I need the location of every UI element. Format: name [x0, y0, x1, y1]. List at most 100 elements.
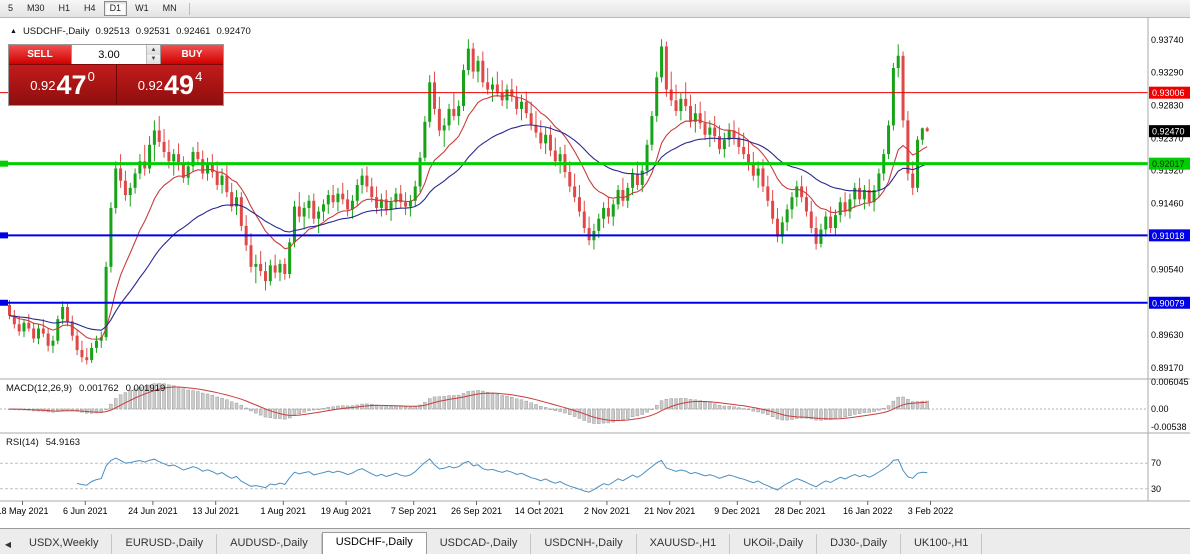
moving-average-13 — [9, 94, 928, 340]
candle-body — [626, 187, 630, 201]
tab-ukoil-daily[interactable]: UKOil-,Daily — [730, 534, 818, 554]
macd-histogram-bar — [819, 408, 823, 421]
line-left-marker[interactable] — [0, 160, 8, 167]
macd-histogram-bar — [857, 408, 862, 414]
tf-button-d1[interactable]: D1 — [103, 1, 128, 16]
macd-histogram-bar — [466, 391, 471, 410]
line-left-marker[interactable] — [0, 232, 8, 239]
price-tag — [1149, 229, 1190, 242]
tf-button-h4[interactable]: H4 — [84, 3, 96, 13]
candle-body — [466, 48, 470, 71]
macd-histogram-bar — [548, 408, 553, 410]
macd-histogram-bar — [896, 396, 900, 410]
tab-usdcnh-daily[interactable]: USDCNH-,Daily — [531, 534, 637, 554]
candle-body — [56, 319, 60, 341]
tab-eurusd-daily[interactable]: EURUSD-,Daily — [112, 534, 218, 554]
tab-usdchf-daily[interactable]: USDCHF-,Daily — [321, 532, 427, 554]
candle-body — [689, 106, 693, 122]
macd-histogram-bar — [316, 408, 321, 410]
macd-histogram-bar — [563, 408, 567, 414]
macd-histogram-bar — [273, 408, 277, 419]
rsi-panel-label: RSI(14) 54.9163 — [6, 437, 80, 448]
tf-button-m30[interactable]: M30 — [27, 3, 45, 13]
buy-button[interactable]: BUY — [161, 45, 223, 64]
candle-body — [172, 154, 176, 162]
candle-body — [167, 151, 171, 162]
macd-histogram-bar — [143, 386, 147, 410]
volume-input[interactable]: 3.00 — [98, 48, 120, 61]
tf-button-h1[interactable]: H1 — [58, 3, 71, 13]
sell-price-display[interactable]: 0.92 47 0 — [9, 65, 116, 105]
candle-body — [819, 229, 823, 244]
tab-xauusd-h1[interactable]: XAUUSD-,H1 — [637, 534, 731, 554]
tab-usdcad-daily[interactable]: USDCAD-,Daily — [427, 534, 532, 554]
macd-histogram-bar — [843, 408, 847, 418]
candle-body — [268, 265, 272, 282]
one-click-trading-widget: SELL 3.00 ▲ ▼ BUY 0.92 47 0 0.92 49 4 — [8, 44, 224, 106]
macd-histogram-bar — [249, 408, 253, 412]
tab-usdx-weekly[interactable]: USDX,Weekly — [16, 534, 113, 554]
candle-body — [8, 304, 11, 316]
candle-body — [437, 108, 441, 131]
tab-dj30-daily[interactable]: DJ30-,Daily — [817, 534, 901, 554]
candle-body — [365, 175, 369, 187]
line-left-marker[interactable] — [0, 299, 8, 306]
macd-histogram-bar — [882, 408, 886, 410]
candle-body — [597, 218, 601, 231]
volume-spinner: ▲ ▼ — [146, 45, 160, 64]
candle-body — [355, 184, 359, 201]
tf-button-w1[interactable]: W1 — [135, 3, 149, 13]
volume-field[interactable]: 3.00 ▲ ▼ — [71, 45, 161, 64]
macd-histogram-bar — [630, 408, 635, 418]
current-price-label: 0.92470 — [1152, 127, 1185, 137]
macd-histogram-bar — [263, 408, 268, 418]
candle-body — [606, 207, 610, 217]
macd-histogram-bar — [669, 398, 673, 410]
macd-histogram-bar — [717, 405, 722, 410]
macd-histogram-bar — [60, 408, 65, 411]
candle-body — [809, 211, 813, 229]
candle-body — [640, 170, 644, 185]
macd-histogram-bar — [442, 396, 446, 410]
candle-body — [718, 136, 722, 150]
macd-histogram-bar — [485, 391, 490, 410]
candle-body — [771, 200, 775, 219]
tf-button-mn[interactable]: MN — [162, 3, 177, 13]
buy-price-display[interactable]: 0.92 49 4 — [116, 65, 223, 105]
tab-audusd-daily[interactable]: AUDUSD-,Daily — [217, 534, 322, 554]
macd-histogram-bar — [244, 407, 248, 410]
candle-body — [46, 333, 50, 346]
candle-body — [249, 245, 253, 267]
candle-body — [350, 200, 354, 210]
candle-body — [447, 108, 451, 126]
macd-histogram-bar — [186, 389, 190, 410]
candle-body — [785, 209, 789, 223]
volume-down-icon[interactable]: ▼ — [147, 54, 160, 64]
volume-up-icon[interactable]: ▲ — [147, 45, 160, 55]
macd-histogram-bar — [447, 395, 451, 410]
candle-body — [476, 60, 480, 72]
tab-uk100-h1[interactable]: UK100-,H1 — [901, 534, 983, 554]
macd-histogram-bar — [712, 403, 717, 410]
date-axis-label: 7 Sep 2021 — [391, 506, 437, 516]
candle-body — [491, 84, 494, 90]
macd-histogram-bar — [403, 406, 408, 410]
chart-canvas[interactable]: 0.93740 0.93290 0.92830 0.92370 0.91920 0.914… — [0, 18, 1190, 528]
candle-body — [225, 175, 229, 193]
candle-body — [858, 187, 862, 200]
rsi-level-label: 30 — [1151, 484, 1161, 494]
candle-body — [867, 190, 871, 203]
macd-histogram-bar — [790, 408, 794, 420]
candle-body — [12, 315, 16, 325]
candle-body — [896, 55, 900, 68]
price-axis-label: 0.90540 — [1151, 265, 1184, 275]
candle-body — [215, 172, 219, 185]
sell-button[interactable]: SELL — [9, 45, 71, 64]
macd-histogram-bar — [258, 408, 263, 416]
candle-body — [722, 139, 726, 150]
candle-body — [235, 197, 239, 207]
sell-price-big: 47 — [56, 69, 87, 100]
tf-button-m5[interactable]: 5 — [8, 3, 14, 13]
date-axis-label: 2 Nov 2021 — [584, 506, 630, 516]
tabs-scroll-left-icon[interactable]: ◀ — [4, 540, 12, 549]
